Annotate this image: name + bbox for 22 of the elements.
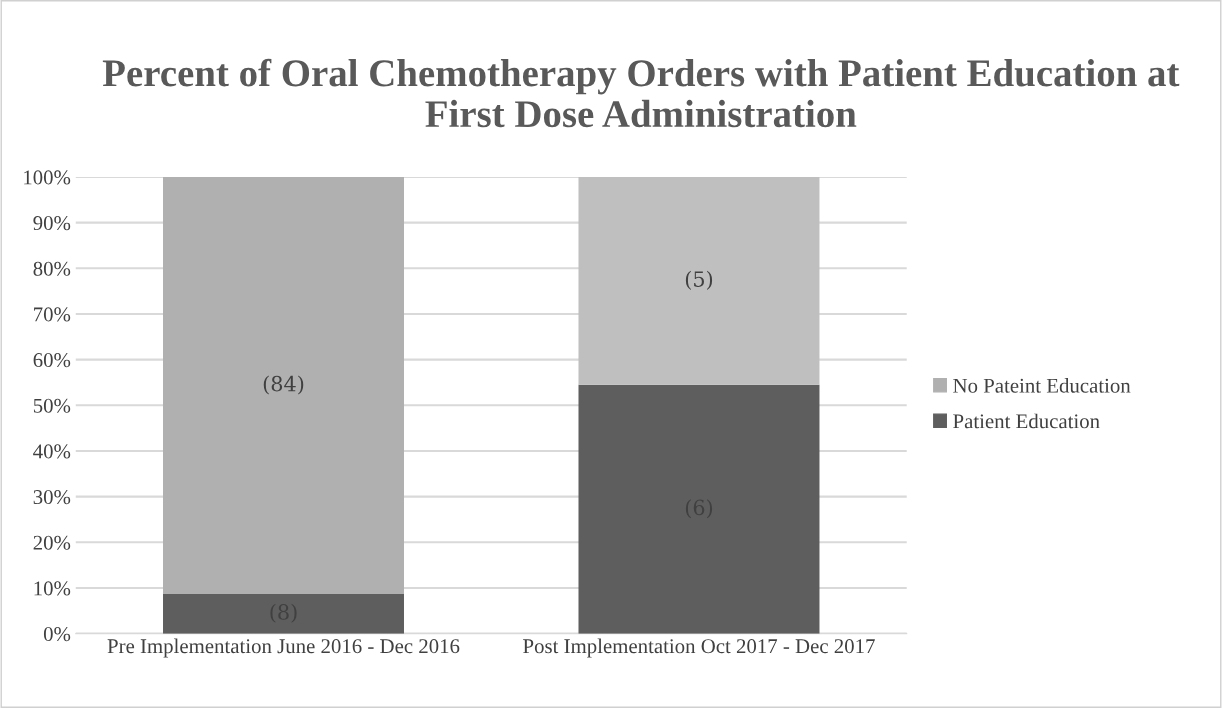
bar xyxy=(578,177,820,385)
y-tick-label: 60% xyxy=(33,353,71,368)
y-tick-label: 10% xyxy=(34,581,71,596)
annotation: (84) xyxy=(263,375,304,395)
legend-label: Patient Education xyxy=(953,413,1100,429)
y-tick-label: 40% xyxy=(33,444,71,459)
y-tick-label: 70% xyxy=(34,307,71,322)
x-tick-label: Pre Implementation June 2016 - Dec 2016 xyxy=(107,638,460,658)
y-tick-label: 30% xyxy=(33,490,71,505)
y-tick-label: 100% xyxy=(24,170,71,185)
y-tick-label: 0% xyxy=(43,627,71,642)
y-tick-label: 80% xyxy=(33,261,71,276)
chart-title: Percent of Oral Chemotherapy Orders with Patient Education at First Dose Administration xyxy=(102,58,1180,128)
bar xyxy=(578,384,820,634)
bar xyxy=(163,593,404,634)
y-tick-label: 50% xyxy=(33,398,71,413)
y-tick-label: 90% xyxy=(33,216,71,231)
legend-label: No Pateint Education xyxy=(953,378,1131,393)
y-tick-label: 20% xyxy=(33,535,71,550)
x-tick-label: Post Implementation Oct 2017 - Dec 2017 xyxy=(523,638,875,658)
annotation: (5) xyxy=(685,270,713,290)
bar xyxy=(163,177,404,594)
